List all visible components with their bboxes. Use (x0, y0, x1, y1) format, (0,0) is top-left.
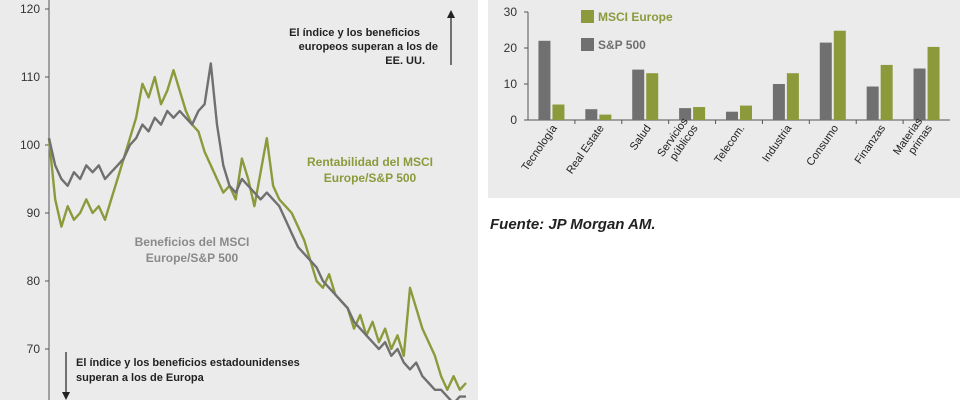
sp500-bar (866, 86, 879, 120)
category-label: Tecnología (520, 122, 561, 173)
y-tick-label: 110 (21, 70, 40, 84)
msci-europe-bar (599, 114, 612, 120)
msci-europe-bar (552, 104, 565, 120)
sp500-bar (819, 42, 832, 120)
msci-europe-bar (740, 105, 752, 120)
bottom-note-line: superan a los de Europa (76, 372, 205, 384)
legend-msci-swatch (581, 10, 594, 23)
down-arrow-head (62, 392, 70, 400)
sp500-bar (632, 69, 645, 120)
bottom-note-line: El índice y los beneficios estadounidens… (76, 357, 300, 369)
msci-europe-bar (833, 30, 846, 120)
category-label: Finanzas (853, 122, 889, 166)
y-tick-label: 0 (510, 113, 517, 127)
category-label: Telecom. (712, 123, 747, 166)
y-tick-label: 90 (27, 206, 41, 220)
y-tick-label: 10 (504, 77, 518, 91)
earnings-series-label: Europe/S&P 500 (146, 251, 239, 265)
category-label: Real Estate (564, 123, 606, 176)
category-label: Consumo (804, 123, 841, 168)
returns-series-line (47, 68, 467, 391)
top-note-line: EE. UU. (385, 55, 425, 67)
returns-series-label: Rentabilidad del MSCI (307, 155, 433, 169)
legend-sp500-label: S&P 500 (598, 38, 646, 52)
y-tick-label: 30 (504, 5, 518, 19)
top-note-line: El índice y los beneficios (289, 27, 420, 39)
category-label: Salud (628, 123, 654, 153)
sp500-bar (726, 111, 738, 120)
returns-series-label: Europe/S&P 500 (324, 171, 417, 185)
y-tick-label: 20 (504, 41, 518, 55)
relative-performance-chart: 70 80 90 100 110 120 El índice y los beneficio… (20, 0, 467, 400)
sector-weights-panel: 0 10 20 30 Tecnología Real Estate Salud Servici… (488, 0, 960, 198)
y-tick-label: 80 (27, 274, 41, 288)
msci-europe-bar (693, 107, 706, 120)
earnings-series-label: Beneficios del MSCI (135, 235, 250, 249)
top-note-line: europeos superan a los de (299, 41, 438, 53)
msci-europe-bar (646, 73, 659, 120)
sp500-bar (679, 108, 692, 120)
up-arrow-head (447, 10, 455, 18)
legend-msci-label: MSCI Europe (598, 10, 673, 24)
category-label: Industria (760, 122, 795, 164)
msci-europe-bar (927, 46, 940, 120)
msci-europe-bar (880, 64, 893, 120)
relative-performance-panel: 70 80 90 100 110 120 El índice y los beneficio… (0, 0, 478, 400)
sp500-bar (913, 68, 926, 120)
msci-europe-bar (786, 73, 799, 120)
earnings-series-line (47, 62, 466, 400)
legend-sp500-swatch (581, 38, 594, 51)
y-tick-label: 100 (20, 138, 40, 152)
source-note: Fuente: JP Morgan AM. (490, 216, 656, 233)
y-tick-label: 70 (27, 342, 41, 356)
sp500-bar (772, 84, 785, 120)
sp500-bar (538, 40, 551, 120)
y-tick-label: 120 (20, 2, 40, 16)
sp500-bar (585, 109, 598, 120)
